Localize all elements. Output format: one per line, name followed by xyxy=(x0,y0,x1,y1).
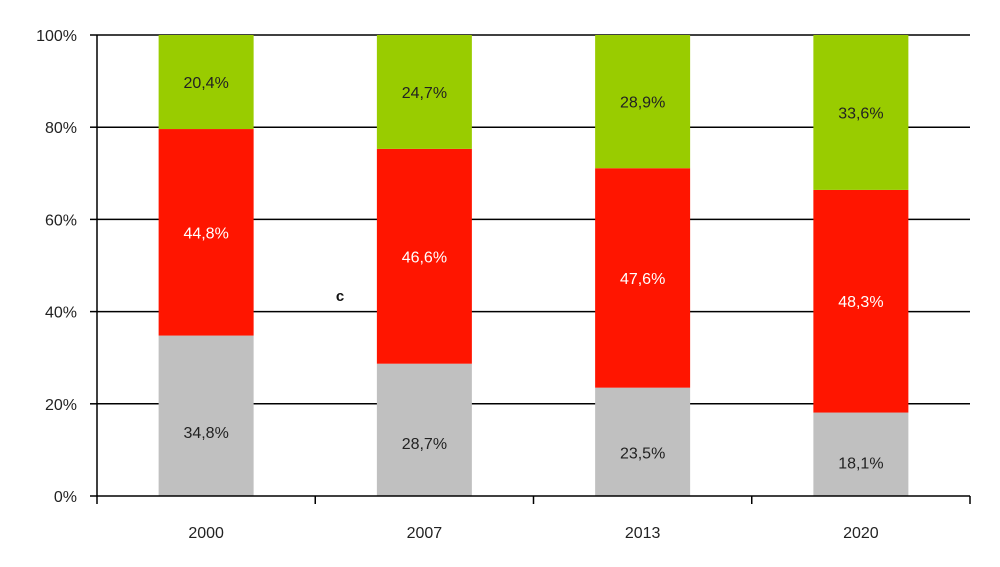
data-label: 44,8% xyxy=(183,225,228,242)
x-tick-label: 2020 xyxy=(843,525,879,542)
x-tick-label: 2007 xyxy=(407,525,443,542)
axes: 0% 20% 40% 60% 80% 100% 2000 2007 2013 2020 xyxy=(36,28,971,542)
bar-segment xyxy=(158,129,254,336)
data-label: 28,9% xyxy=(620,95,665,112)
bar-segment xyxy=(595,387,691,496)
x-tick-label: 2013 xyxy=(625,525,661,542)
data-label: 48,3% xyxy=(838,294,883,311)
bar-segment xyxy=(595,168,691,388)
y-tick-label: 100% xyxy=(36,28,77,45)
y-tick-label: 60% xyxy=(45,212,77,229)
annotation-text: c xyxy=(336,288,344,305)
bars: 34,8% 44,8% 20,4% 28,7% 46,6% 24,7% 23,5% 47,6%… xyxy=(158,35,909,496)
data-label: 20,4% xyxy=(183,75,228,92)
bar-segment xyxy=(813,412,909,496)
bar-segment xyxy=(813,189,909,413)
bar-segment xyxy=(158,335,254,496)
bar-segment xyxy=(158,35,254,130)
bar-segment xyxy=(813,35,909,190)
bar-segment xyxy=(376,363,472,496)
y-tick-label: 40% xyxy=(45,305,77,322)
bar-segment xyxy=(376,148,472,364)
y-tick-label: 20% xyxy=(45,397,77,414)
data-label: 28,7% xyxy=(402,436,447,453)
data-label: 34,8% xyxy=(183,425,228,442)
data-label: 18,1% xyxy=(838,456,883,473)
y-tick-label: 0% xyxy=(54,489,77,506)
data-label: 47,6% xyxy=(620,271,665,288)
bar-segment xyxy=(376,35,472,149)
data-label: 23,5% xyxy=(620,446,665,463)
y-tick-label: 80% xyxy=(45,120,77,137)
bar-segment xyxy=(595,35,691,169)
data-label: 46,6% xyxy=(402,249,447,266)
x-tick-label: 2000 xyxy=(188,525,224,542)
data-label: 33,6% xyxy=(838,105,883,122)
data-label: 24,7% xyxy=(402,85,447,102)
